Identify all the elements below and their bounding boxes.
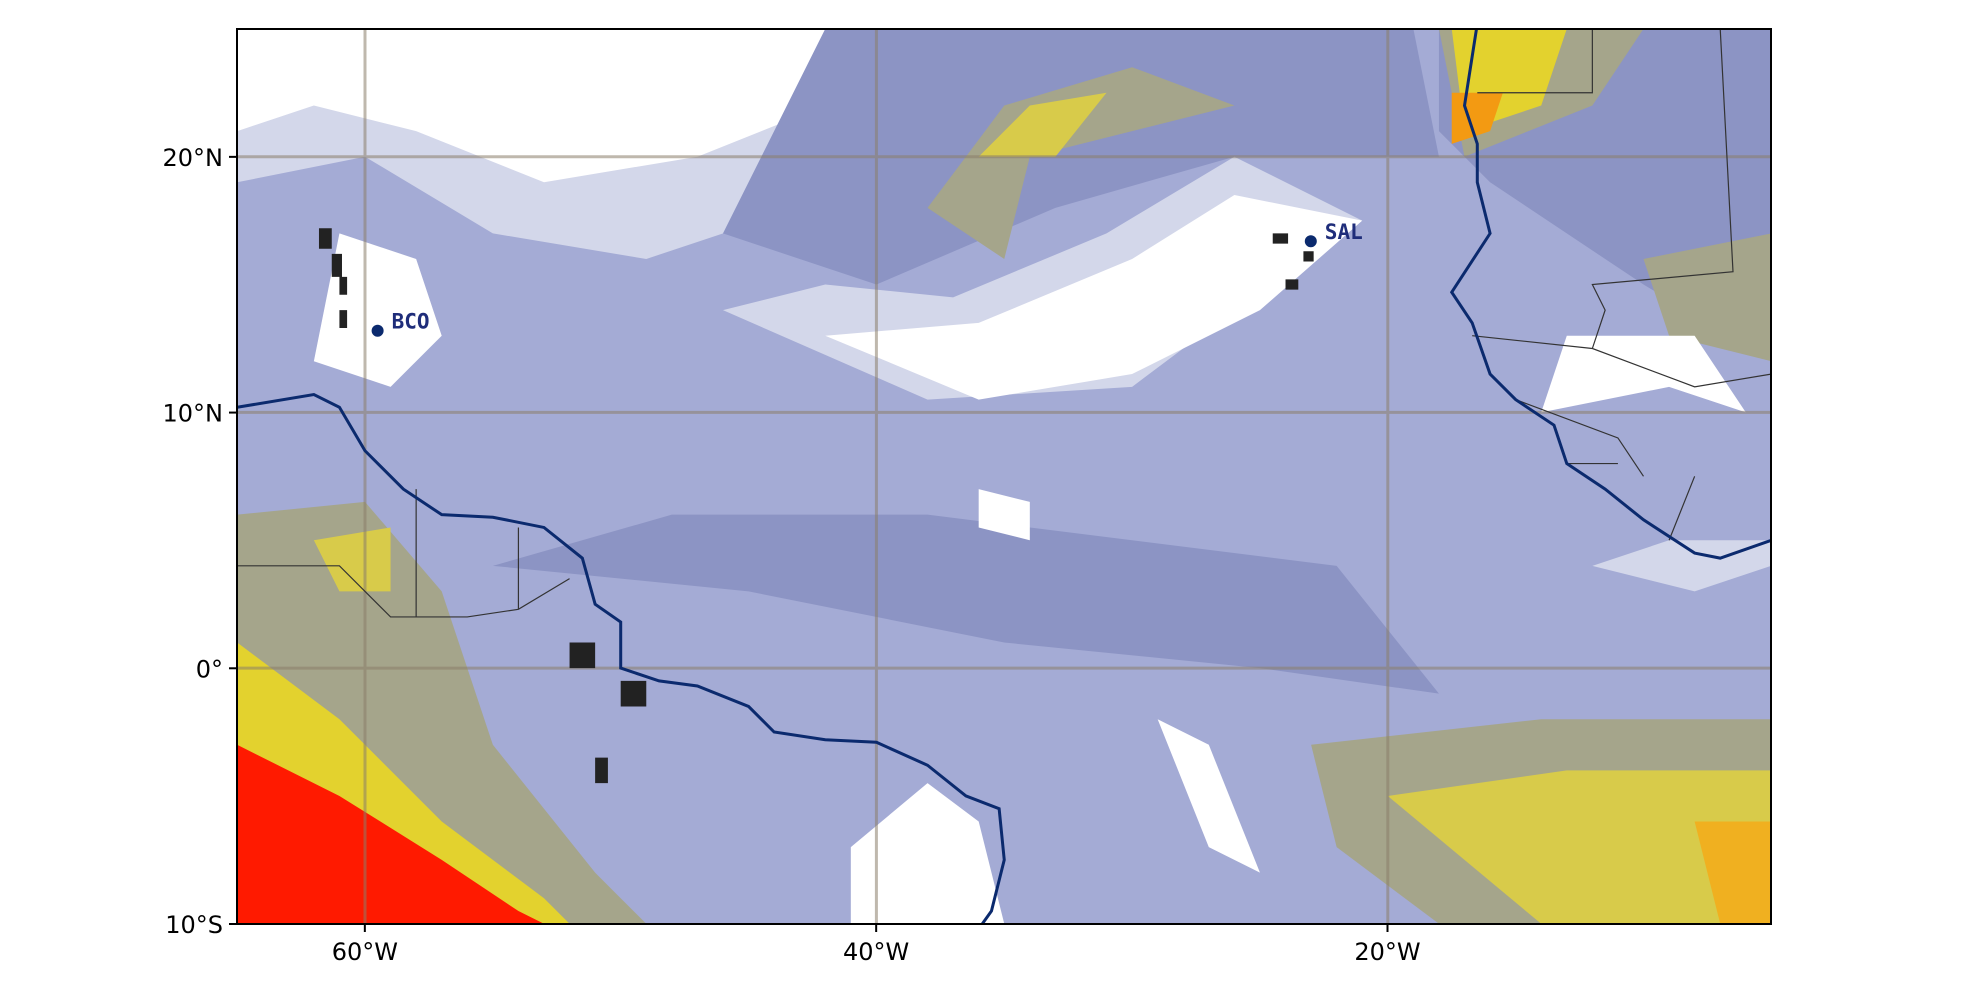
x-tick-label: 20°W: [1354, 938, 1420, 966]
y-tick-label: 20°N: [163, 144, 224, 172]
graticule: [237, 29, 1771, 924]
y-tick-label: 0°: [196, 655, 223, 683]
coastline: [237, 24, 1771, 929]
station-label: BCO: [392, 310, 430, 334]
x-tick-label: 40°W: [843, 938, 909, 966]
borders: [237, 29, 1771, 617]
map-overlay: 60°W 40°W 20°W 10°S 0° 10°N 20°N BCO SAL: [163, 144, 1421, 966]
y-tick-label: 10°S: [165, 911, 223, 939]
map-area: [237, 24, 1771, 929]
map-frame: [236, 28, 1772, 925]
y-tick-label: 10°N: [163, 400, 224, 428]
x-tick-label: 60°W: [332, 938, 398, 966]
station-label: SAL: [1325, 220, 1363, 244]
station-marker: [371, 324, 384, 337]
station-marker: [1304, 235, 1317, 248]
